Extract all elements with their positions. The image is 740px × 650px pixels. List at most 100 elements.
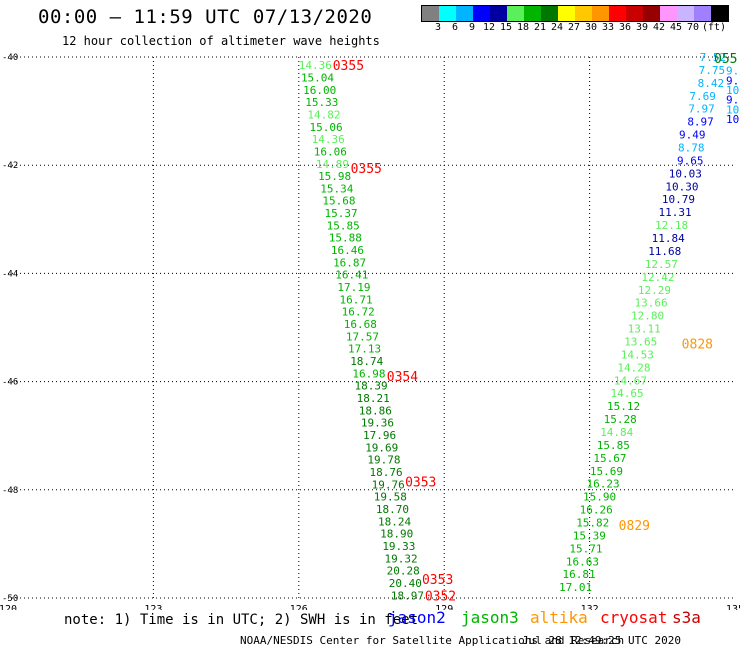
legend-entry-cryosat: cryosat (600, 608, 668, 627)
wave-height-label: 15.37 (324, 207, 357, 220)
color-scale-label: 3 (434, 22, 442, 33)
legend-entry-altika: altika (530, 608, 588, 627)
color-swatch (592, 6, 609, 21)
wave-height-label: 14.28 (617, 361, 650, 374)
wave-height-label: 9.65 (677, 154, 704, 167)
wave-height-label: 12.42 (641, 271, 674, 284)
wave-height-label: 17.19 (337, 281, 370, 294)
wave-height-label: 16.71 (339, 293, 372, 306)
wave-height-label: 10.2 (726, 84, 740, 97)
footer-note: note: 1) Time is in UTC; 2) SWH is in fe… (64, 612, 419, 628)
chart-title: 00:00 – 11:59 UTC 07/13/2020 (38, 6, 373, 28)
wave-height-label: 15.68 (322, 195, 355, 208)
wave-height-label: 16.72 (342, 306, 375, 319)
wave-height-label: 16.06 (314, 145, 347, 158)
color-scale-label: 42 (652, 22, 666, 33)
wave-height-label: 14.65 (610, 387, 643, 400)
wave-height-label: 8.97 (687, 116, 714, 129)
wave-height-label: 8.42 (698, 77, 725, 90)
wave-height-label: 17.01 (559, 581, 592, 594)
color-swatch (626, 6, 643, 21)
color-swatch (439, 6, 456, 21)
wave-height-label: 19.36 (361, 417, 394, 430)
color-scale-label: 70 (686, 22, 700, 33)
color-swatch (541, 6, 558, 21)
wave-height-label: 18.24 (378, 515, 411, 528)
pass-time-label: 0828 (682, 338, 713, 353)
color-scale-labels: 3 6 9 12 15 18 21 24 27 30 33 36 39 42 45 70 (ft) (421, 22, 740, 34)
wave-height-label: 12.80 (631, 310, 664, 323)
pass-time-label: 0829 (619, 519, 650, 534)
y-tick-label: -40 (2, 53, 18, 63)
wave-height-label: 7.97 (688, 103, 715, 116)
wave-height-label: 15.88 (329, 232, 362, 245)
wave-height-label: 18.39 (354, 380, 387, 393)
wave-height-label: 16.00 (303, 84, 336, 97)
footer-timestamp: Jul 28 12:49:25 UTC 2020 (522, 634, 681, 647)
wave-height-label: 19.33 (382, 540, 415, 553)
color-swatch (558, 6, 575, 21)
color-scale-label: 24 (550, 22, 564, 33)
color-swatch (473, 6, 490, 21)
wave-height-label: 10.1 (726, 103, 740, 116)
pass-time-label: 0353 (422, 573, 453, 588)
color-swatch (422, 6, 439, 21)
legend-entry-s3a: s3a (672, 608, 701, 627)
color-swatch (677, 6, 694, 21)
pass-time-label: 0353 (405, 476, 436, 491)
wave-height-label: 15.04 (301, 71, 334, 84)
color-scale-label: 27 (567, 22, 581, 33)
wave-height-plot: 120 123 126 129 132 135 -40 -42 -44 -46 -48 -50 14.3… (0, 51, 740, 610)
wave-height-label: 15.98 (318, 170, 351, 183)
wave-height-label: 9.8 (726, 94, 740, 107)
wave-height-label: 15.67 (593, 452, 626, 465)
wave-height-label: 16.23 (586, 478, 619, 491)
color-swatch (660, 6, 677, 21)
y-tick-label: -44 (2, 269, 18, 279)
wave-height-label: 19.69 (365, 441, 398, 454)
color-scale-label: 6 (451, 22, 459, 33)
color-scale-label: 12 (482, 22, 496, 33)
wave-height-label: 14.89 (316, 158, 349, 171)
y-tick-label: -50 (2, 594, 18, 604)
wave-height-label: 18.97 (391, 589, 424, 602)
wave-height-label: 15.39 (573, 529, 606, 542)
wave-height-label: 14.84 (600, 426, 633, 439)
wave-height-label: 15.69 (590, 465, 623, 478)
wave-height-label: 16.98 (352, 367, 385, 380)
wave-height-label: 20.28 (387, 565, 420, 578)
wave-height-label: 15.90 (583, 491, 616, 504)
wave-height-label: 19.76 (372, 478, 405, 491)
color-scale-label: 39 (635, 22, 649, 33)
wave-height-label: 18.21 (357, 392, 390, 405)
wave-height-label: 7.52 (700, 51, 727, 64)
color-swatch (711, 6, 728, 21)
x-tick-label: 129 (435, 604, 453, 610)
wave-height-label: 19.32 (384, 552, 417, 565)
pass-time-label: 055 (714, 52, 737, 67)
color-swatch (609, 6, 626, 21)
wave-height-label: 15.33 (305, 96, 338, 109)
color-swatch (507, 6, 524, 21)
wave-height-label: 18.86 (359, 404, 392, 417)
wave-height-label: 11.68 (648, 245, 681, 258)
color-swatch (524, 6, 541, 21)
wave-height-label: 15.71 (569, 542, 602, 555)
wave-height-label: 14.36 (299, 59, 332, 72)
color-swatch (456, 6, 473, 21)
y-tick-label: -48 (2, 486, 18, 496)
legend-entry-jason2: jason2 (388, 608, 446, 627)
wave-height-label: 9.49 (679, 129, 706, 142)
legend-entry-jason3: jason3 (461, 608, 519, 627)
wave-height-label: 16.46 (331, 244, 364, 257)
wave-height-label: 10.4 (726, 113, 740, 126)
wave-height-label: 10.79 (662, 193, 695, 206)
color-scale-label: 21 (533, 22, 547, 33)
wave-height-label: 10.30 (665, 180, 698, 193)
color-swatch (643, 6, 660, 21)
wave-height-label: 13.11 (628, 323, 661, 336)
color-scale-label: 9 (468, 22, 476, 33)
wave-height-label: 15.28 (604, 413, 637, 426)
wave-height-label: 13.66 (634, 297, 667, 310)
wave-height-label: 19.58 (374, 491, 407, 504)
